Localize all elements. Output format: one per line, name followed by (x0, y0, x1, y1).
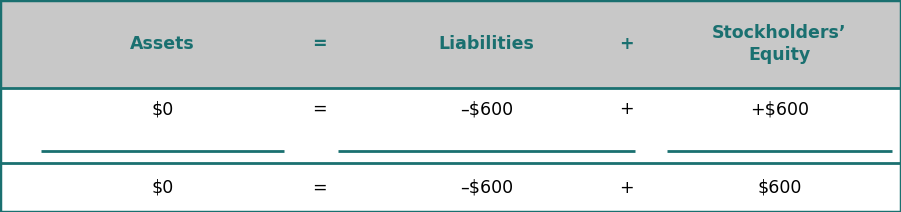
Text: =: = (313, 35, 327, 53)
Text: +: + (619, 179, 633, 197)
Text: $600: $600 (757, 179, 802, 197)
Bar (0, 0, 901, 88)
Text: +$600: +$600 (750, 100, 809, 118)
Text: –$600: –$600 (460, 100, 513, 118)
Text: Liabilities: Liabilities (439, 35, 534, 53)
Text: Assets: Assets (130, 35, 195, 53)
Text: =: = (313, 179, 327, 197)
Text: +: + (619, 35, 633, 53)
Text: $0: $0 (151, 179, 173, 197)
Text: $0: $0 (151, 100, 173, 118)
Bar (0, 88, 901, 212)
Text: +: + (619, 100, 633, 118)
Text: –$600: –$600 (460, 179, 513, 197)
Text: =: = (313, 100, 327, 118)
Text: Stockholders’
Equity: Stockholders’ Equity (712, 24, 847, 64)
